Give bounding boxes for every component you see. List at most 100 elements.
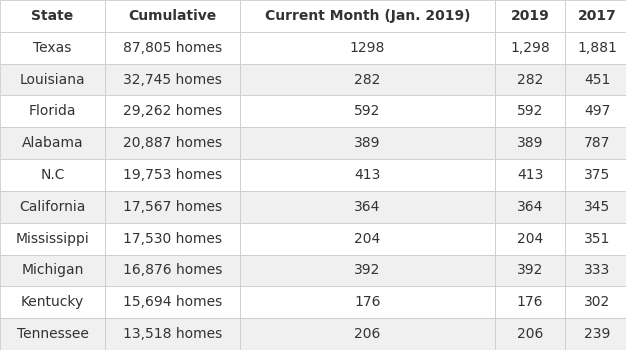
- Bar: [495, 286, 565, 318]
- Text: 17,567 homes: 17,567 homes: [123, 200, 222, 214]
- Bar: [105, 127, 240, 159]
- Bar: [565, 64, 626, 96]
- Text: 389: 389: [516, 136, 543, 150]
- Bar: [565, 318, 626, 350]
- Bar: [105, 0, 240, 32]
- Text: 364: 364: [517, 200, 543, 214]
- Bar: [105, 223, 240, 254]
- Bar: [495, 0, 565, 32]
- Bar: [0, 96, 105, 127]
- Text: 2019: 2019: [511, 9, 550, 23]
- Text: 176: 176: [354, 295, 381, 309]
- Text: 282: 282: [354, 72, 381, 86]
- Text: 206: 206: [517, 327, 543, 341]
- Text: 351: 351: [584, 232, 611, 246]
- Text: 19,753 homes: 19,753 homes: [123, 168, 222, 182]
- Text: 333: 333: [585, 264, 610, 278]
- Bar: [0, 159, 105, 191]
- Text: 413: 413: [517, 168, 543, 182]
- Text: 29,262 homes: 29,262 homes: [123, 104, 222, 118]
- Bar: [240, 159, 495, 191]
- Bar: [565, 286, 626, 318]
- Text: 787: 787: [584, 136, 611, 150]
- Text: 204: 204: [517, 232, 543, 246]
- Text: 413: 413: [354, 168, 381, 182]
- Text: Michigan: Michigan: [21, 264, 84, 278]
- Bar: [495, 254, 565, 286]
- Text: 364: 364: [354, 200, 381, 214]
- Bar: [0, 286, 105, 318]
- Bar: [105, 254, 240, 286]
- Bar: [105, 32, 240, 64]
- Text: 392: 392: [517, 264, 543, 278]
- Bar: [0, 223, 105, 254]
- Text: Kentucky: Kentucky: [21, 295, 84, 309]
- Bar: [495, 64, 565, 96]
- Text: Florida: Florida: [29, 104, 76, 118]
- Bar: [105, 286, 240, 318]
- Bar: [565, 159, 626, 191]
- Bar: [105, 159, 240, 191]
- Text: 592: 592: [354, 104, 381, 118]
- Text: N.C: N.C: [40, 168, 64, 182]
- Text: Tennessee: Tennessee: [16, 327, 88, 341]
- Bar: [240, 64, 495, 96]
- Bar: [495, 191, 565, 223]
- Bar: [105, 318, 240, 350]
- Text: 32,745 homes: 32,745 homes: [123, 72, 222, 86]
- Text: Mississippi: Mississippi: [16, 232, 90, 246]
- Bar: [105, 96, 240, 127]
- Bar: [240, 318, 495, 350]
- Text: 1,298: 1,298: [510, 41, 550, 55]
- Bar: [565, 96, 626, 127]
- Bar: [495, 96, 565, 127]
- Text: 17,530 homes: 17,530 homes: [123, 232, 222, 246]
- Text: Texas: Texas: [33, 41, 72, 55]
- Bar: [0, 318, 105, 350]
- Text: 87,805 homes: 87,805 homes: [123, 41, 222, 55]
- Text: 345: 345: [585, 200, 610, 214]
- Text: California: California: [19, 200, 86, 214]
- Bar: [565, 191, 626, 223]
- Bar: [240, 223, 495, 254]
- Bar: [240, 96, 495, 127]
- Bar: [565, 127, 626, 159]
- Text: 302: 302: [585, 295, 610, 309]
- Bar: [495, 223, 565, 254]
- Text: 176: 176: [516, 295, 543, 309]
- Text: 282: 282: [517, 72, 543, 86]
- Text: 20,887 homes: 20,887 homes: [123, 136, 222, 150]
- Text: 389: 389: [354, 136, 381, 150]
- Bar: [495, 318, 565, 350]
- Bar: [0, 32, 105, 64]
- Bar: [0, 191, 105, 223]
- Text: 375: 375: [585, 168, 610, 182]
- Bar: [565, 223, 626, 254]
- Text: 15,694 homes: 15,694 homes: [123, 295, 222, 309]
- Bar: [0, 0, 105, 32]
- Bar: [240, 127, 495, 159]
- Text: Cumulative: Cumulative: [128, 9, 217, 23]
- Bar: [0, 64, 105, 96]
- Bar: [240, 254, 495, 286]
- Text: 497: 497: [584, 104, 611, 118]
- Text: 451: 451: [584, 72, 611, 86]
- Text: Alabama: Alabama: [22, 136, 83, 150]
- Bar: [105, 191, 240, 223]
- Text: Current Month (Jan. 2019): Current Month (Jan. 2019): [265, 9, 470, 23]
- Text: 239: 239: [584, 327, 611, 341]
- Bar: [565, 32, 626, 64]
- Bar: [495, 127, 565, 159]
- Text: Louisiana: Louisiana: [19, 72, 85, 86]
- Text: State: State: [31, 9, 74, 23]
- Text: 592: 592: [517, 104, 543, 118]
- Bar: [495, 159, 565, 191]
- Bar: [565, 0, 626, 32]
- Bar: [240, 0, 495, 32]
- Text: 392: 392: [354, 264, 381, 278]
- Text: 1298: 1298: [350, 41, 385, 55]
- Bar: [565, 254, 626, 286]
- Text: 16,876 homes: 16,876 homes: [123, 264, 222, 278]
- Bar: [0, 254, 105, 286]
- Text: 1,881: 1,881: [578, 41, 617, 55]
